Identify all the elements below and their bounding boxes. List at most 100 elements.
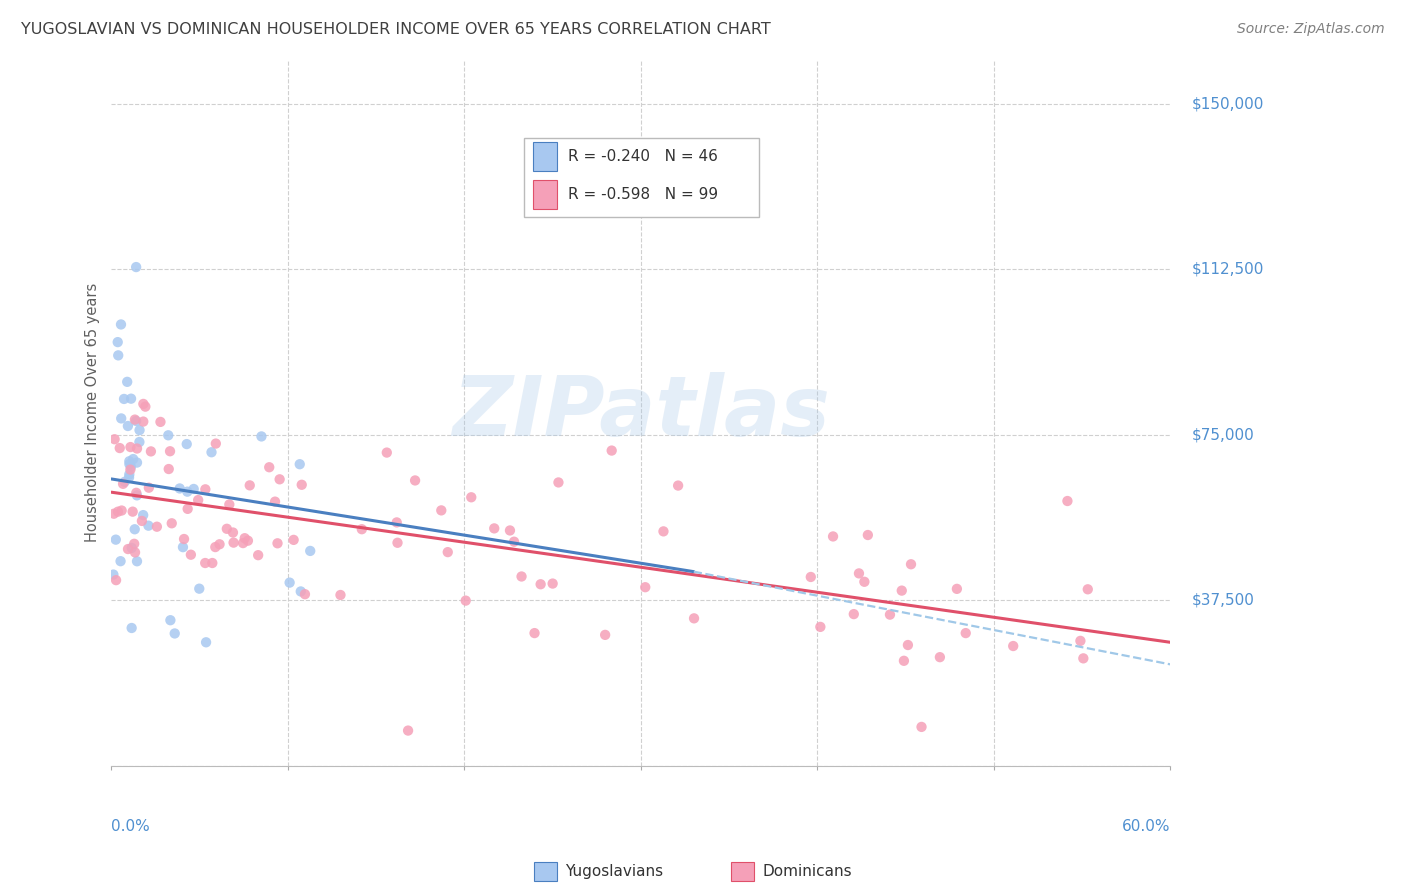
Point [132, 397, 155, 411]
Point [118, 467, 141, 482]
Point [183, 482, 205, 496]
Point [139, 444, 162, 458]
Point [114, 475, 136, 489]
Point [1069, 633, 1091, 648]
Point [278, 575, 301, 590]
Point [547, 475, 569, 490]
Point [118, 470, 141, 484]
Point [666, 478, 689, 492]
Point [842, 607, 865, 621]
Point [375, 445, 398, 459]
Point [856, 528, 879, 542]
Point [484, 521, 506, 535]
Point [159, 444, 181, 458]
Point [879, 607, 901, 622]
Point [593, 628, 616, 642]
Point [125, 456, 148, 470]
Point [910, 720, 932, 734]
Point [194, 483, 217, 497]
Point [132, 508, 155, 522]
Point [125, 414, 148, 428]
Point [1077, 582, 1099, 597]
Point [103, 567, 125, 582]
Point [634, 580, 657, 594]
Point [239, 478, 262, 492]
Point [134, 400, 156, 414]
Point [120, 459, 142, 474]
Point [288, 457, 311, 471]
Point [290, 584, 312, 599]
Point [201, 556, 224, 570]
Text: ZIPatlas: ZIPatlas [451, 372, 830, 453]
Point [283, 533, 305, 547]
Point [208, 537, 231, 551]
Point [124, 545, 146, 559]
Point [124, 522, 146, 536]
Text: R = -0.240   N = 46: R = -0.240 N = 46 [568, 149, 718, 164]
Point [194, 556, 217, 570]
Point [683, 611, 706, 625]
Y-axis label: Householder Income Over 65 years: Householder Income Over 65 years [86, 283, 100, 542]
Point [157, 428, 180, 442]
Point [454, 593, 477, 607]
Point [125, 488, 148, 502]
Point [848, 566, 870, 581]
Point [149, 415, 172, 429]
Point [404, 474, 426, 488]
Point [120, 392, 142, 406]
Point [195, 635, 218, 649]
Point [264, 494, 287, 508]
Point [110, 554, 132, 568]
Text: YUGOSLAVIAN VS DOMINICAN HOUSEHOLDER INCOME OVER 65 YEARS CORRELATION CHART: YUGOSLAVIAN VS DOMINICAN HOUSEHOLDER INC… [21, 22, 770, 37]
Point [350, 522, 373, 536]
Point [387, 535, 409, 549]
Point [222, 535, 245, 549]
Point [105, 573, 128, 587]
Point [122, 537, 145, 551]
Point [110, 411, 132, 425]
Point [146, 519, 169, 533]
Point [107, 348, 129, 362]
Point [503, 534, 526, 549]
Point [173, 532, 195, 546]
Point [291, 477, 314, 491]
Point [176, 484, 198, 499]
Point [329, 588, 352, 602]
Point [800, 570, 823, 584]
Point [200, 445, 222, 459]
Point [897, 638, 920, 652]
Point [157, 462, 180, 476]
Point [104, 432, 127, 446]
Point [117, 419, 139, 434]
Text: Yugoslavians: Yugoslavians [565, 864, 664, 879]
Point [125, 485, 148, 500]
Point [523, 626, 546, 640]
Point [110, 318, 132, 332]
Text: Source: ZipAtlas.com: Source: ZipAtlas.com [1237, 22, 1385, 37]
Point [900, 558, 922, 572]
Point [396, 723, 419, 738]
Point [176, 437, 198, 451]
Point [600, 443, 623, 458]
Point [125, 442, 148, 456]
Point [215, 522, 238, 536]
Point [108, 441, 131, 455]
Text: 0.0%: 0.0% [111, 819, 150, 834]
Point [652, 524, 675, 539]
Point [808, 620, 831, 634]
Point [103, 507, 125, 521]
Point [218, 498, 240, 512]
Point [236, 533, 259, 548]
Point [499, 524, 522, 538]
Point [1056, 494, 1078, 508]
Point [176, 501, 198, 516]
Point [250, 429, 273, 443]
Point [107, 505, 129, 519]
Point [436, 545, 458, 559]
Point [132, 415, 155, 429]
Point [205, 436, 228, 450]
Text: $112,500: $112,500 [1191, 261, 1264, 277]
Point [120, 440, 142, 454]
Point [128, 435, 150, 450]
Point [121, 621, 143, 635]
